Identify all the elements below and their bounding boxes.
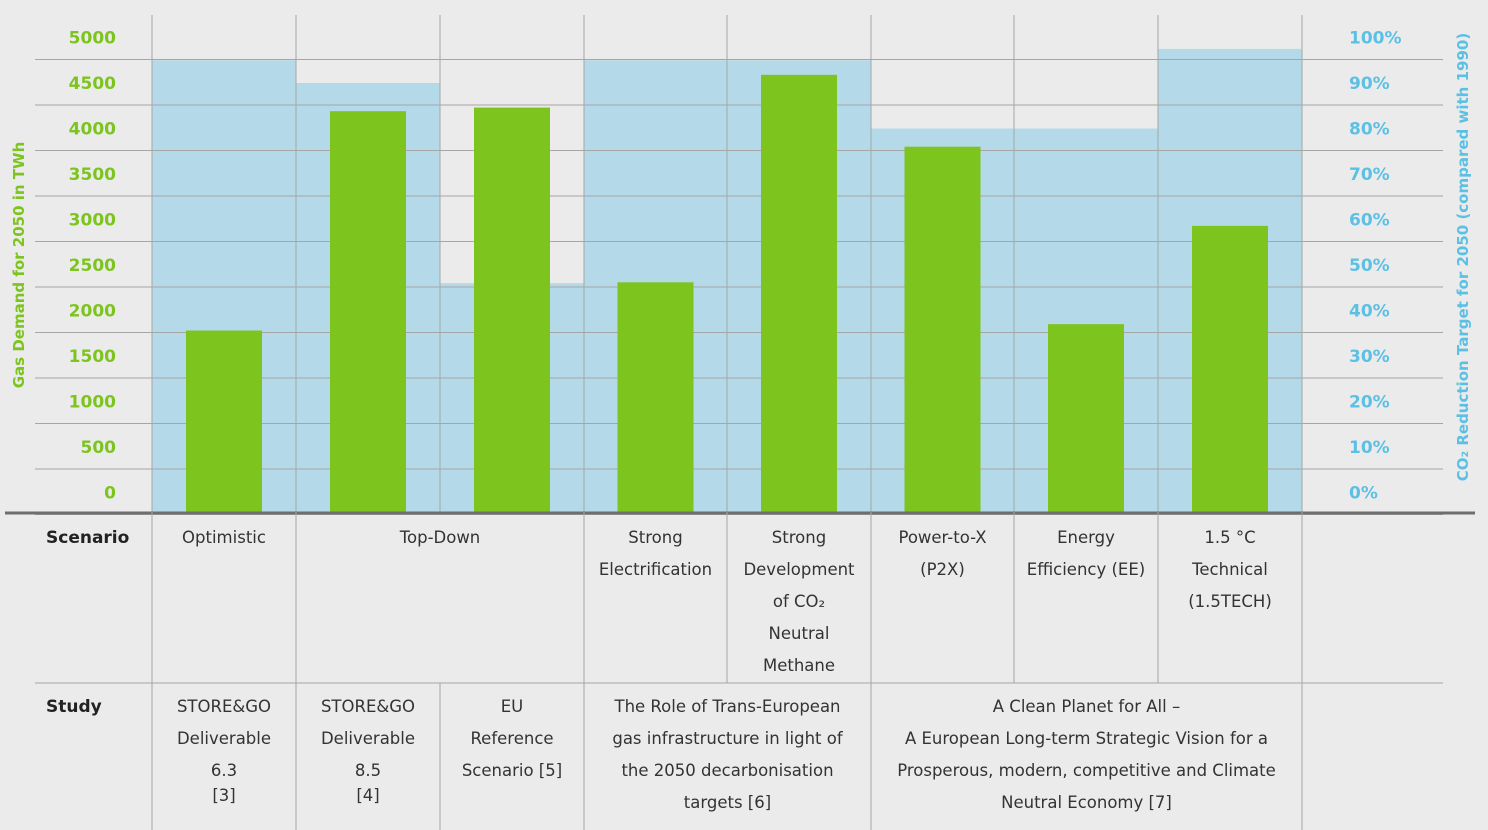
gas-demand-bar — [1192, 225, 1268, 512]
right-tick-label: 40% — [1349, 302, 1390, 322]
scenario-cell-text: Strong — [628, 528, 682, 547]
study-cell-text: A Clean Planet for All – — [993, 697, 1180, 716]
study-cell-text: 6.3 — [211, 761, 237, 780]
scenario-row-label: Scenario — [46, 528, 129, 548]
right-tick-label: 90% — [1349, 74, 1390, 94]
right-tick-label: 0% — [1349, 484, 1378, 504]
study-cell-text: Reference — [470, 729, 553, 748]
study-cell-text: STORE&GO — [177, 697, 271, 716]
right-tick-label: 100% — [1349, 29, 1402, 49]
study-cell-text: Neutral Economy [7] — [1001, 793, 1172, 812]
right-tick-label: 70% — [1349, 165, 1390, 185]
study-cell-text: the 2050 decarbonisation — [621, 761, 833, 780]
study-cell-text: A European Long-term Strategic Vision fo… — [905, 729, 1268, 748]
scenario-cell-text: (1.5TECH) — [1188, 592, 1272, 611]
gas-demand-bar — [474, 107, 550, 512]
study-cell-text: [4] — [356, 786, 379, 805]
study-cell-text: Deliverable — [177, 729, 271, 748]
scenario-cell-text: (P2X) — [920, 560, 965, 579]
gas-demand-bar — [186, 330, 262, 512]
left-tick-label: 2000 — [69, 302, 116, 322]
study-cell-text: The Role of Trans-European — [613, 697, 840, 716]
left-tick-label: 3000 — [69, 211, 116, 231]
left-tick-label: 0 — [104, 484, 116, 504]
right-tick-label: 60% — [1349, 211, 1390, 231]
study-cell-text: Deliverable — [321, 729, 415, 748]
scenario-cell-text: Optimistic — [182, 528, 266, 547]
right-tick-label: 30% — [1349, 347, 1390, 367]
scenario-cell-text: Technical — [1191, 560, 1268, 579]
study-cell-text: STORE&GO — [321, 697, 415, 716]
scenario-cell-text: Power-to-X — [898, 528, 986, 547]
left-tick-label: 4500 — [69, 74, 116, 94]
study-cell-text: 8.5 — [355, 761, 381, 780]
left-tick-label: 3500 — [69, 165, 116, 185]
scenario-cell-text: Development — [743, 560, 855, 579]
study-cell-text: gas infrastructure in light of — [612, 729, 843, 748]
right-tick-label: 10% — [1349, 438, 1390, 458]
gas-demand-bar — [617, 282, 694, 512]
right-tick-label: 20% — [1349, 393, 1390, 413]
left-tick-label: 2500 — [69, 256, 116, 276]
scenario-cell-text: Methane — [763, 656, 835, 675]
scenario-cell-text: Electrification — [599, 560, 712, 579]
scenario-cell-text: Energy — [1057, 528, 1115, 547]
study-cell-text: EU — [501, 697, 524, 716]
left-tick-label: 1500 — [69, 347, 116, 367]
gas-demand-bar — [761, 74, 837, 512]
left-tick-label: 4000 — [69, 120, 116, 140]
left-tick-label: 500 — [81, 438, 117, 458]
left-tick-label: 1000 — [69, 393, 116, 413]
study-cell-text: Prosperous, modern, competitive and Clim… — [897, 761, 1276, 780]
scenario-cell-text: Neutral — [769, 624, 830, 643]
right-tick-label: 80% — [1349, 120, 1390, 140]
right-tick-label: 50% — [1349, 256, 1390, 276]
study-cell-text: [3] — [212, 786, 235, 805]
gas-demand-bar — [904, 146, 981, 512]
scenario-cell-text: Strong — [772, 528, 826, 547]
study-row-label: Study — [46, 697, 102, 717]
left-axis-title: Gas Demand for 2050 in TWh — [10, 142, 28, 389]
study-cell-text: targets [6] — [684, 793, 771, 812]
right-axis-title: CO₂ Reduction Target for 2050 (compared … — [1454, 33, 1472, 481]
gas-demand-bar — [330, 111, 406, 513]
gas-demand-bar — [1048, 324, 1124, 512]
scenario-cell-text: Efficiency (EE) — [1027, 560, 1145, 579]
scenario-cell-text: Top-Down — [399, 528, 481, 547]
study-cell-text: Scenario [5] — [462, 761, 562, 780]
left-tick-label: 5000 — [69, 29, 116, 49]
scenario-cell-text: of CO₂ — [773, 592, 825, 611]
scenario-cell-text: 1.5 °C — [1204, 528, 1255, 547]
